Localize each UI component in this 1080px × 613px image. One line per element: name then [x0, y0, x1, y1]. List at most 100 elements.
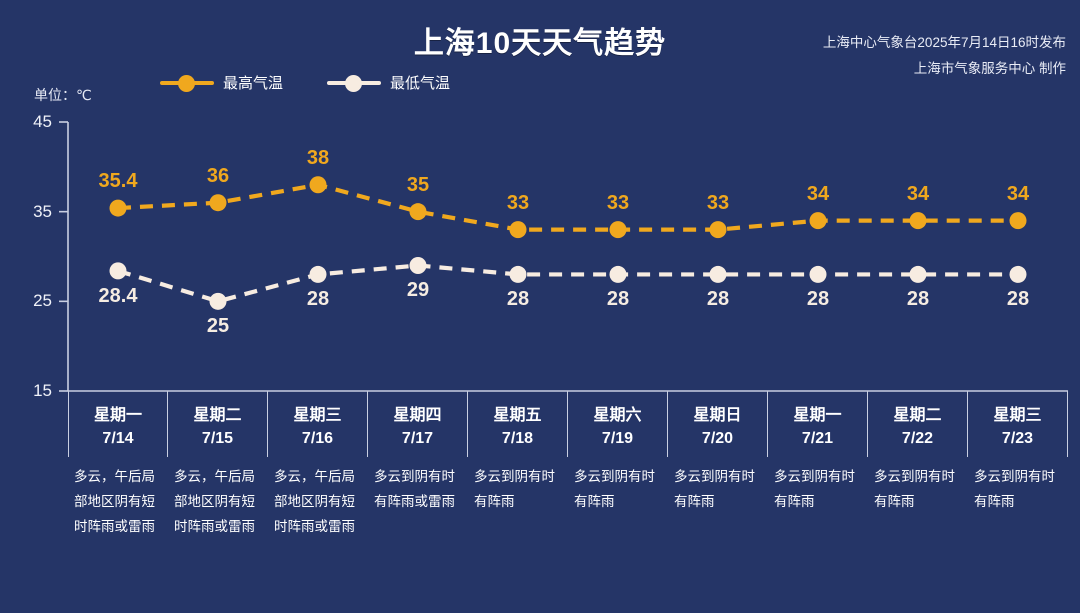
day-date-label: 7/15 — [201, 429, 234, 447]
y-axis-tick-label: 25 — [33, 291, 52, 311]
day-header-row: 星期一 7/14 星期二 7/15 星期三 7/16 星期四 7/17 星期五 7/18 星期六 7/… — [68, 391, 1068, 457]
data-point-low-7 — [809, 265, 827, 283]
value-label-high-5: 33 — [606, 191, 630, 214]
day-weekday-label: 星期五 — [493, 406, 542, 424]
data-point-high-6 — [709, 221, 727, 239]
y-axis-tick-label: 45 — [33, 112, 52, 131]
data-point-low-2 — [309, 265, 327, 283]
day-weekday-label: 星期四 — [393, 406, 442, 424]
day-cell: 星期一 7/21 — [768, 391, 868, 457]
data-point-high-3 — [409, 203, 427, 221]
value-label-low-8: 28 — [906, 288, 930, 311]
data-point-low-3 — [409, 256, 427, 274]
value-label-high-7: 34 — [806, 182, 830, 205]
weather-description-row: 多云，午后局部地区阴有短时阵雨或雷雨 多云，午后局部地区阴有短时阵雨或雷雨 多云，午… — [68, 464, 1068, 539]
weather-description-cell: 多云到阴有时有阵雨 — [974, 469, 1055, 509]
weather-description-cell: 多云，午后局部地区阴有短时阵雨或雷雨 — [174, 469, 255, 534]
weather-description-cell: 多云到阴有时有阵雨 — [674, 469, 755, 509]
day-date-label: 7/22 — [901, 429, 934, 447]
series-line-high — [117, 182, 1018, 232]
day-date-label: 7/16 — [301, 429, 334, 447]
series-line-low — [117, 263, 1018, 304]
publisher-line-2: 上海市气象服务中心 制作 — [913, 61, 1066, 76]
day-date-label: 7/14 — [102, 429, 134, 447]
data-point-high-0 — [109, 199, 127, 217]
y-axis-tick-label: 15 — [33, 381, 52, 400]
value-label-low-4: 28 — [506, 288, 530, 311]
value-label-low-5: 28 — [606, 288, 630, 311]
weather-description-cell: 多云到阴有时有阵雨 — [774, 469, 855, 509]
weather-description-cell: 多云到阴有时有阵雨 — [474, 469, 555, 509]
value-label-low-3: 29 — [406, 279, 430, 302]
y-axis-tick-label: 35 — [33, 201, 52, 221]
value-label-high-1: 36 — [206, 164, 230, 187]
data-point-high-4 — [509, 221, 527, 239]
value-label-high-2: 38 — [306, 146, 330, 169]
value-label-low-1: 25 — [206, 315, 230, 338]
page-title: 上海10天天气趋势 — [413, 27, 667, 60]
day-cell: 星期二 7/22 — [868, 391, 968, 457]
data-point-high-7 — [809, 212, 827, 230]
weather-description-cell: 多云到阴有时有阵雨或雷雨 — [374, 469, 455, 509]
day-date-label: 7/17 — [401, 429, 434, 447]
data-point-low-9 — [1009, 265, 1027, 283]
legend-label: 最高气温 — [223, 75, 284, 92]
weather-description-cell: 多云，午后局部地区阴有短时阵雨或雷雨 — [74, 469, 155, 534]
value-label-low-7: 28 — [806, 288, 830, 311]
weather-description-cell: 多云，午后局部地区阴有短时阵雨或雷雨 — [274, 469, 355, 534]
day-cell: 星期五 7/18 — [468, 391, 568, 457]
day-cell: 星期四 7/17 — [368, 391, 468, 457]
day-weekday-label: 星期一 — [793, 406, 842, 424]
day-cell: 星期一 7/14 — [68, 391, 168, 457]
day-date-label: 7/18 — [501, 429, 534, 447]
data-point-low-4 — [509, 265, 527, 283]
day-date-label: 7/21 — [801, 429, 834, 447]
day-weekday-label: 星期三 — [293, 406, 342, 424]
value-label-high-6: 33 — [706, 191, 730, 214]
data-point-high-2 — [309, 176, 327, 194]
legend-label: 最低气温 — [390, 75, 451, 92]
day-weekday-label: 星期二 — [193, 406, 242, 424]
value-label-high-9: 34 — [1006, 182, 1030, 205]
data-point-low-0 — [109, 262, 127, 280]
data-point-low-6 — [709, 265, 727, 283]
value-label-low-2: 28 — [306, 288, 330, 311]
day-date-label: 7/23 — [1001, 429, 1034, 447]
day-date-label: 7/19 — [601, 429, 634, 447]
value-label-high-4: 33 — [506, 191, 530, 214]
circle-marker-icon — [160, 74, 214, 92]
publisher-line-1: 上海中心气象台2025年7月14日16时发布 — [822, 35, 1066, 50]
day-cell: 星期三 7/16 — [268, 391, 368, 457]
data-point-high-5 — [609, 221, 627, 239]
day-weekday-label: 星期三 — [993, 406, 1042, 424]
data-point-high-1 — [209, 194, 227, 212]
day-weekday-label: 星期一 — [93, 406, 142, 424]
day-weekday-label: 星期二 — [893, 406, 942, 424]
value-label-low-6: 28 — [706, 288, 730, 311]
unit-label: 单位：℃ — [34, 87, 92, 103]
day-date-label: 7/20 — [701, 429, 734, 447]
legend-item-low: 最低气温 — [327, 72, 450, 93]
data-point-low-8 — [909, 265, 927, 283]
day-weekday-label: 星期六 — [593, 406, 642, 424]
day-cell: 星期六 7/19 — [568, 391, 668, 457]
legend-item-high: 最高气温 — [160, 72, 283, 93]
data-point-low-1 — [209, 292, 227, 310]
day-cell: 星期日 7/20 — [668, 391, 768, 457]
value-label-low-0: 28.4 — [98, 284, 138, 307]
data-point-low-5 — [609, 265, 627, 283]
chart-legend: 最高气温 最低气温 — [160, 72, 450, 93]
circle-marker-icon — [327, 74, 382, 92]
value-label-high-0: 35.4 — [98, 170, 138, 193]
value-label-high-3: 35 — [406, 173, 430, 196]
weather-description-cell: 多云到阴有时有阵雨 — [874, 469, 955, 509]
data-point-high-8 — [909, 212, 927, 230]
value-label-high-8: 34 — [906, 182, 930, 205]
weather-description-cell: 多云到阴有时有阵雨 — [574, 469, 655, 509]
day-cell: 星期三 7/23 — [968, 391, 1068, 457]
day-weekday-label: 星期日 — [693, 406, 742, 424]
data-point-high-9 — [1009, 212, 1027, 230]
publisher-info: 上海中心气象台2025年7月14日16时发布 上海市气象服务中心 制作 — [823, 30, 1066, 82]
value-label-low-9: 28 — [1006, 288, 1030, 311]
